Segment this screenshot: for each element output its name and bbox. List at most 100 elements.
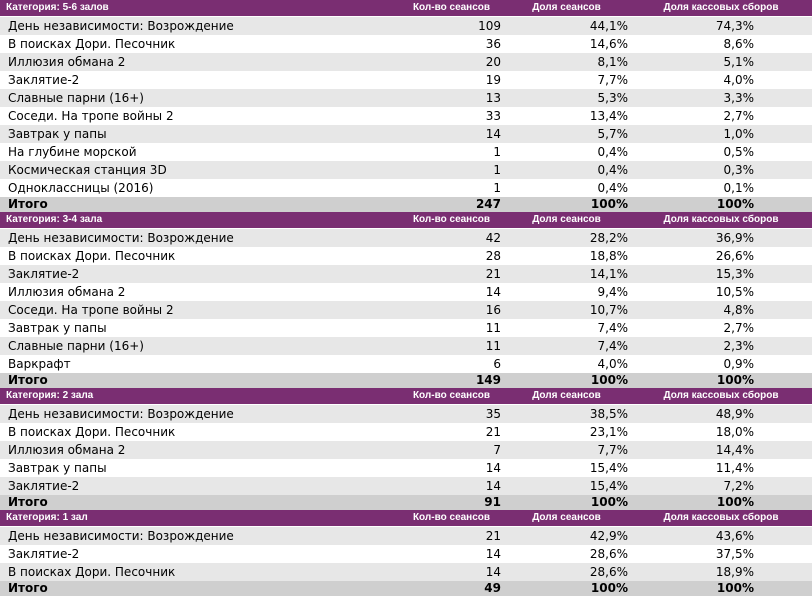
boxoffice-share: 15,3%: [630, 265, 812, 283]
table-row: Славные парни (16+) 11 7,4% 2,3%: [0, 337, 812, 355]
category-header-row: Категория: 3-4 зала Кол-во сеансов Доля се…: [0, 212, 812, 229]
sessions-count: 21: [400, 265, 503, 283]
movie-title: Соседи. На тропе войны 2: [0, 301, 400, 319]
sessions-count: 1: [493, 181, 501, 195]
movie-title: В поисках Дори. Песочник: [8, 249, 176, 263]
sessions-count: 109: [400, 16, 503, 35]
table-row: Заклятие-2 14 28,6% 37,5%: [0, 545, 812, 563]
session-share: 4,0%: [597, 357, 629, 371]
session-share: 0,4%: [597, 145, 629, 159]
sessions-count: 42: [400, 228, 503, 247]
session-share: 14,6%: [589, 37, 628, 51]
table-row: Завтрак у папы 14 5,7% 1,0%: [0, 125, 812, 143]
table-row: Славные парни (16+) 13 5,3% 3,3%: [0, 89, 812, 107]
total-boxoffice-share: 100%: [630, 373, 812, 388]
column-header-sessions: Кол-во сеансов: [400, 510, 503, 527]
boxoffice-share: 1,0%: [630, 125, 812, 143]
sessions-count: 14: [485, 461, 501, 475]
movie-title: День независимости: Возрождение: [0, 404, 400, 423]
sessions-count: 11: [485, 321, 501, 335]
sessions-count: 1: [400, 161, 503, 179]
boxoffice-share: 4,0%: [723, 73, 755, 87]
column-header-sessions: Кол-во сеансов: [400, 212, 503, 229]
total-sessions: 149: [400, 373, 503, 388]
session-share: 38,5%: [503, 404, 630, 423]
table-row: В поисках Дори. Песочник 36 14,6% 8,6%: [0, 35, 812, 53]
total-boxoffice-share: 100%: [630, 581, 812, 596]
total-boxoffice-share: 100%: [630, 495, 812, 510]
session-share: 7,4%: [503, 337, 630, 355]
movie-title: На глубине морской: [8, 145, 137, 159]
sessions-count: 14: [400, 563, 503, 581]
session-share: 15,4%: [589, 461, 628, 475]
column-header-boxoffice-share: Доля кассовых сборов: [630, 510, 812, 527]
table-row: День независимости: Возрождение 21 42,9% 43…: [0, 526, 812, 545]
movie-title: Заклятие-2: [8, 73, 80, 87]
session-share: 5,3%: [503, 89, 630, 107]
session-share: 0,4%: [597, 181, 629, 195]
boxoffice-share: 5,1%: [630, 53, 812, 71]
boxoffice-share: 43,6%: [630, 526, 812, 545]
table-row: В поисках Дори. Песочник 21 23,1% 18,0%: [0, 423, 812, 441]
column-header-boxoffice-share: Доля кассовых сборов: [630, 0, 812, 17]
category-title: Категория: 3-4 зала: [0, 212, 400, 229]
movie-title: Славные парни (16+): [0, 337, 400, 355]
total-sessions: 49: [400, 581, 503, 596]
boxoffice-share: 0,3%: [630, 161, 812, 179]
movie-title: В поисках Дори. Песочник: [8, 37, 176, 51]
boxoffice-share: 14,4%: [630, 441, 812, 459]
sessions-count: 14: [485, 547, 501, 561]
sessions-count: 33: [485, 109, 501, 123]
table-row: Космическая станция 3D 1 0,4% 0,3%: [0, 161, 812, 179]
total-session-share: 100%: [503, 373, 630, 388]
session-share: 9,4%: [597, 285, 629, 299]
session-share: 0,4%: [503, 161, 630, 179]
boxoffice-share: 2,7%: [723, 321, 755, 335]
movie-title: Иллюзия обмана 2: [8, 285, 126, 299]
movie-title: Варкрафт: [8, 357, 71, 371]
table-row: Соседи. На тропе войны 2 33 13,4% 2,7%: [0, 107, 812, 125]
movie-title: Завтрак у папы: [8, 321, 107, 335]
table-row: День независимости: Возрождение 42 28,2% 36…: [0, 228, 812, 247]
column-header-boxoffice-share: Доля кассовых сборов: [630, 388, 812, 405]
movie-title: Соседи. На тропе войны 2: [8, 109, 174, 123]
table-row: В поисках Дори. Песочник 28 18,8% 26,6%: [0, 247, 812, 265]
category-header-row: Категория: 2 зала Кол-во сеансов Доля сеан…: [0, 388, 812, 405]
boxoffice-share: 10,5%: [715, 285, 754, 299]
column-header-sessions: Кол-во сеансов: [400, 388, 503, 405]
total-label: Итого: [0, 373, 400, 388]
sessions-count: 16: [400, 301, 503, 319]
session-share: 28,6%: [589, 547, 628, 561]
category-title: Категория: 5-6 залов: [0, 0, 400, 17]
boxoffice-share: 4,8%: [630, 301, 812, 319]
table-row: Соседи. На тропе войны 2 16 10,7% 4,8%: [0, 301, 812, 319]
session-share: 7,7%: [503, 441, 630, 459]
movie-title: Космическая станция 3D: [0, 161, 400, 179]
sessions-count: 6: [493, 357, 501, 371]
boxoffice-share: 8,6%: [723, 37, 755, 51]
total-row: Итого 247 100% 100%: [0, 197, 812, 212]
column-header-session-share: Доля сеансов: [503, 388, 630, 405]
boxoffice-share: 36,9%: [630, 228, 812, 247]
boxoffice-share: 11,4%: [715, 461, 754, 475]
movie-title: Иллюзия обмана 2: [0, 441, 400, 459]
table-row: Иллюзия обмана 2 14 9,4% 10,5%: [0, 283, 812, 301]
total-sessions: 247: [400, 197, 503, 212]
table-row: Заклятие-2 14 15,4% 7,2%: [0, 477, 812, 495]
table-row: Одноклассницы (2016) 1 0,4% 0,1%: [0, 179, 812, 197]
boxoffice-share: 0,1%: [723, 181, 755, 195]
boxoffice-share: 2,3%: [630, 337, 812, 355]
boxoffice-share: 48,9%: [630, 404, 812, 423]
session-share: 10,7%: [503, 301, 630, 319]
sessions-count: 21: [400, 526, 503, 545]
movie-title: Иллюзия обмана 2: [0, 53, 400, 71]
session-share: 13,4%: [589, 109, 628, 123]
session-share: 23,1%: [589, 425, 628, 439]
table-row: Заклятие-2 21 14,1% 15,3%: [0, 265, 812, 283]
movie-title: День независимости: Возрождение: [0, 228, 400, 247]
column-header-session-share: Доля сеансов: [503, 0, 630, 17]
total-label: Итого: [0, 495, 400, 510]
boxoffice-share: 26,6%: [715, 249, 754, 263]
